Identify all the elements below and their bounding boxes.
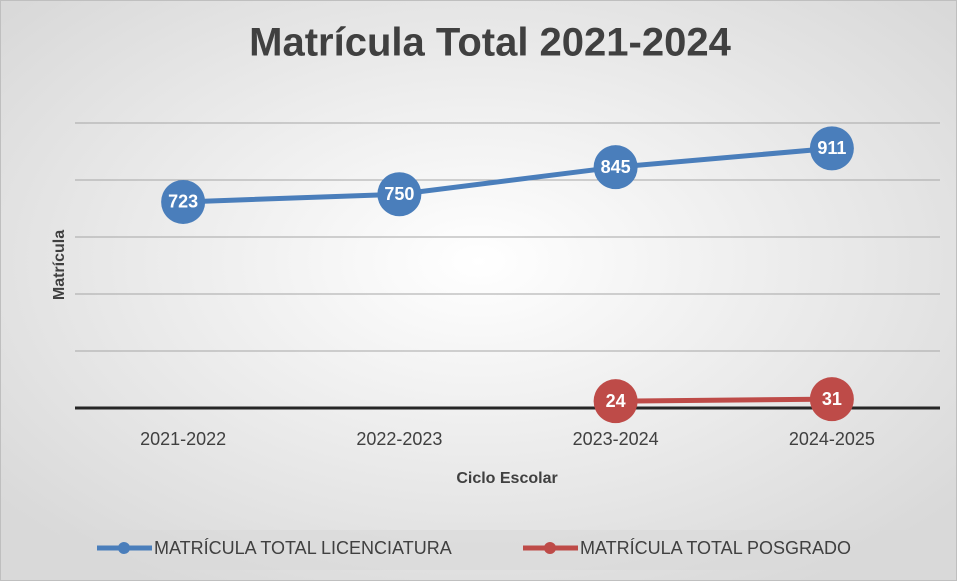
data-point	[377, 172, 422, 217]
legend-label: MATRÍCULA TOTAL LICENCIATURA	[154, 538, 452, 558]
x-tick-label: 2023-2024	[573, 429, 659, 449]
x-axis-title: Ciclo Escolar	[456, 470, 557, 487]
series-line	[183, 145, 833, 205]
x-tick-label: 2021-2022	[140, 429, 226, 449]
x-tick-label: 2022-2023	[356, 429, 442, 449]
data-label: 750	[384, 184, 414, 204]
data-label: 845	[601, 157, 631, 177]
data-point	[593, 145, 638, 190]
data-label: 911	[817, 138, 846, 158]
legend-label: MATRÍCULA TOTAL POSGRADO	[580, 538, 851, 558]
data-point	[809, 377, 854, 422]
y-axis-title: Matrícula	[51, 230, 68, 300]
data-point	[809, 126, 854, 171]
data-point	[593, 379, 638, 424]
legend-marker	[118, 542, 130, 554]
data-point	[161, 179, 206, 224]
legend-box	[60, 530, 920, 570]
x-tick-label: 2024-2025	[789, 429, 875, 449]
data-label: 723	[168, 192, 198, 212]
data-label: 31	[822, 389, 842, 409]
chart-title: Matrícula Total 2021-2024	[249, 21, 731, 65]
data-label: 24	[606, 391, 626, 411]
legend-marker	[544, 542, 556, 554]
series-line	[615, 396, 832, 404]
